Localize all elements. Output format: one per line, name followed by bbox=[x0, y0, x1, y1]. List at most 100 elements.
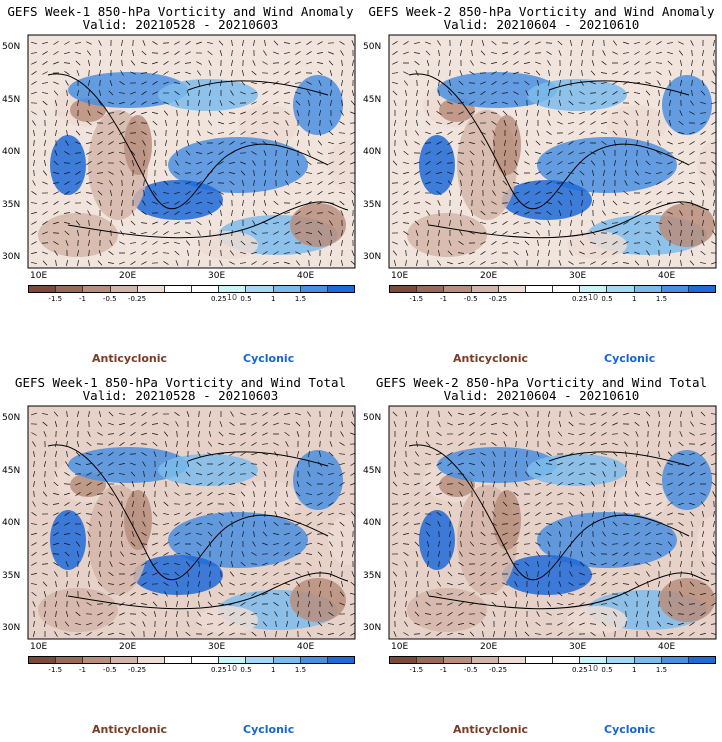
wind-arrow bbox=[119, 452, 125, 456]
wind-arrow bbox=[579, 412, 585, 416]
vorticity-area bbox=[662, 75, 712, 135]
wind-arrow bbox=[152, 522, 158, 526]
wind-arrow bbox=[86, 201, 92, 205]
wind-arrow bbox=[75, 211, 81, 215]
wind-arrow bbox=[273, 422, 279, 426]
wind-arrow bbox=[480, 50, 486, 56]
colorbar bbox=[389, 656, 716, 664]
wind-arrow bbox=[656, 71, 662, 75]
wind-arrow bbox=[391, 72, 399, 74]
wind-arrow bbox=[537, 560, 539, 568]
wind-arrow bbox=[88, 570, 90, 578]
wind-arrow bbox=[284, 221, 290, 225]
wind-arrow bbox=[700, 472, 706, 476]
wind-arrow bbox=[109, 80, 113, 86]
wind-arrow bbox=[678, 602, 684, 606]
wind-arrow bbox=[64, 181, 70, 185]
wind-arrow bbox=[53, 51, 59, 55]
wind-arrow bbox=[600, 132, 608, 134]
wind-arrow bbox=[306, 512, 312, 516]
colorbar-swatch bbox=[417, 286, 445, 292]
wind-arrow bbox=[669, 89, 671, 97]
wind-arrow bbox=[162, 573, 170, 575]
wind-arrow bbox=[634, 522, 640, 526]
wind-arrow bbox=[491, 251, 497, 255]
wind-arrow bbox=[667, 622, 673, 626]
wind-arrow bbox=[185, 41, 191, 45]
wind-arrow bbox=[231, 530, 233, 538]
wind-arrow bbox=[580, 501, 584, 507]
wind-arrow bbox=[338, 132, 346, 134]
wind-arrow bbox=[646, 150, 650, 156]
wind-arrow bbox=[242, 530, 244, 538]
wind-arrow bbox=[229, 250, 235, 256]
wind-arrow bbox=[403, 552, 409, 556]
wind-arrow bbox=[679, 531, 683, 537]
latitude-label: 35N bbox=[2, 570, 21, 581]
wind-arrow bbox=[143, 189, 145, 197]
wind-arrow bbox=[152, 552, 158, 556]
wind-arrow bbox=[97, 592, 103, 596]
wind-arrow bbox=[196, 201, 202, 205]
wind-arrow bbox=[590, 81, 596, 85]
wind-arrow bbox=[667, 60, 673, 66]
wind-arrow bbox=[44, 610, 46, 618]
wind-arrow bbox=[537, 99, 539, 107]
wind-arrow bbox=[614, 490, 616, 498]
wind-arrow bbox=[66, 450, 68, 458]
wind-arrow bbox=[263, 50, 267, 56]
wind-arrow bbox=[317, 151, 323, 155]
wind-arrow bbox=[623, 41, 629, 45]
wind-arrow bbox=[242, 49, 244, 57]
wind-arrow bbox=[700, 501, 706, 507]
wind-arrow bbox=[479, 553, 487, 555]
wind-arrow bbox=[108, 571, 114, 577]
coastline bbox=[47, 73, 349, 239]
wind-arrow bbox=[469, 582, 475, 586]
wind-arrow bbox=[307, 90, 311, 96]
wind-arrow bbox=[625, 490, 627, 498]
wind-arrow bbox=[297, 129, 299, 137]
wind-arrow bbox=[503, 170, 507, 176]
wind-arrow bbox=[502, 591, 508, 597]
wind-arrow bbox=[469, 71, 475, 75]
wind-arrow bbox=[163, 261, 169, 265]
wind-arrow bbox=[645, 51, 651, 55]
wind-arrow bbox=[691, 49, 693, 57]
wind-arrow bbox=[33, 490, 35, 498]
wind-arrow bbox=[141, 452, 147, 456]
wind-arrow bbox=[251, 101, 257, 105]
wind-arrow bbox=[351, 200, 355, 206]
wind-arrow bbox=[207, 612, 213, 616]
wind-arrow bbox=[702, 520, 704, 528]
wind-arrow bbox=[579, 240, 585, 246]
wind-arrow bbox=[492, 451, 496, 457]
wind-arrow bbox=[32, 149, 36, 157]
wind-arrow bbox=[174, 221, 180, 225]
colorbar-swatch bbox=[525, 657, 554, 663]
wind-arrow bbox=[667, 141, 673, 145]
wind-arrow bbox=[195, 152, 203, 154]
vorticity-area bbox=[502, 180, 592, 220]
wind-arrow bbox=[108, 411, 114, 417]
wind-arrow bbox=[458, 121, 464, 125]
wind-arrow bbox=[119, 160, 125, 166]
wind-arrow bbox=[600, 81, 608, 85]
wind-arrow bbox=[207, 50, 213, 56]
wind-arrow bbox=[328, 130, 334, 136]
wind-arrow bbox=[76, 551, 80, 557]
wind-arrow bbox=[305, 542, 313, 546]
wind-arrow bbox=[601, 241, 607, 245]
wind-arrow bbox=[185, 482, 191, 486]
wind-arrow bbox=[405, 440, 407, 448]
wind-arrow bbox=[64, 221, 70, 225]
wind-arrow bbox=[285, 149, 289, 157]
wind-arrow bbox=[63, 533, 71, 535]
wind-arrow bbox=[437, 40, 441, 46]
wind-arrow bbox=[490, 112, 498, 114]
colorbar-unit: 10 bbox=[226, 664, 238, 673]
wind-arrow bbox=[690, 250, 694, 256]
wind-arrow bbox=[42, 491, 48, 497]
wind-arrow bbox=[623, 432, 629, 436]
legend-anticyclonic: Anticyclonic bbox=[92, 723, 168, 736]
